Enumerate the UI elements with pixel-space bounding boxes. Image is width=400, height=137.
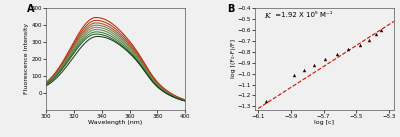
X-axis label: log [c]: log [c] xyxy=(314,120,334,125)
Text: B: B xyxy=(227,4,234,14)
Point xyxy=(345,47,351,50)
Point xyxy=(334,53,340,55)
Text: K: K xyxy=(264,12,270,20)
Point xyxy=(263,100,270,102)
Point xyxy=(322,58,328,61)
Point xyxy=(366,39,373,41)
Point xyxy=(373,33,379,35)
Y-axis label: Fluorescence Intensity: Fluorescence Intensity xyxy=(24,23,28,95)
Point xyxy=(310,64,317,66)
X-axis label: Wavelength (nm): Wavelength (nm) xyxy=(88,120,143,125)
Point xyxy=(378,29,384,31)
Point xyxy=(356,44,363,46)
Text: A: A xyxy=(26,4,34,14)
Y-axis label: log [(F₀-F)/F]: log [(F₀-F)/F] xyxy=(231,39,236,78)
Text: =1.92 X 10⁵ M⁻¹: =1.92 X 10⁵ M⁻¹ xyxy=(273,12,332,18)
Point xyxy=(291,74,297,76)
Point xyxy=(301,69,307,72)
